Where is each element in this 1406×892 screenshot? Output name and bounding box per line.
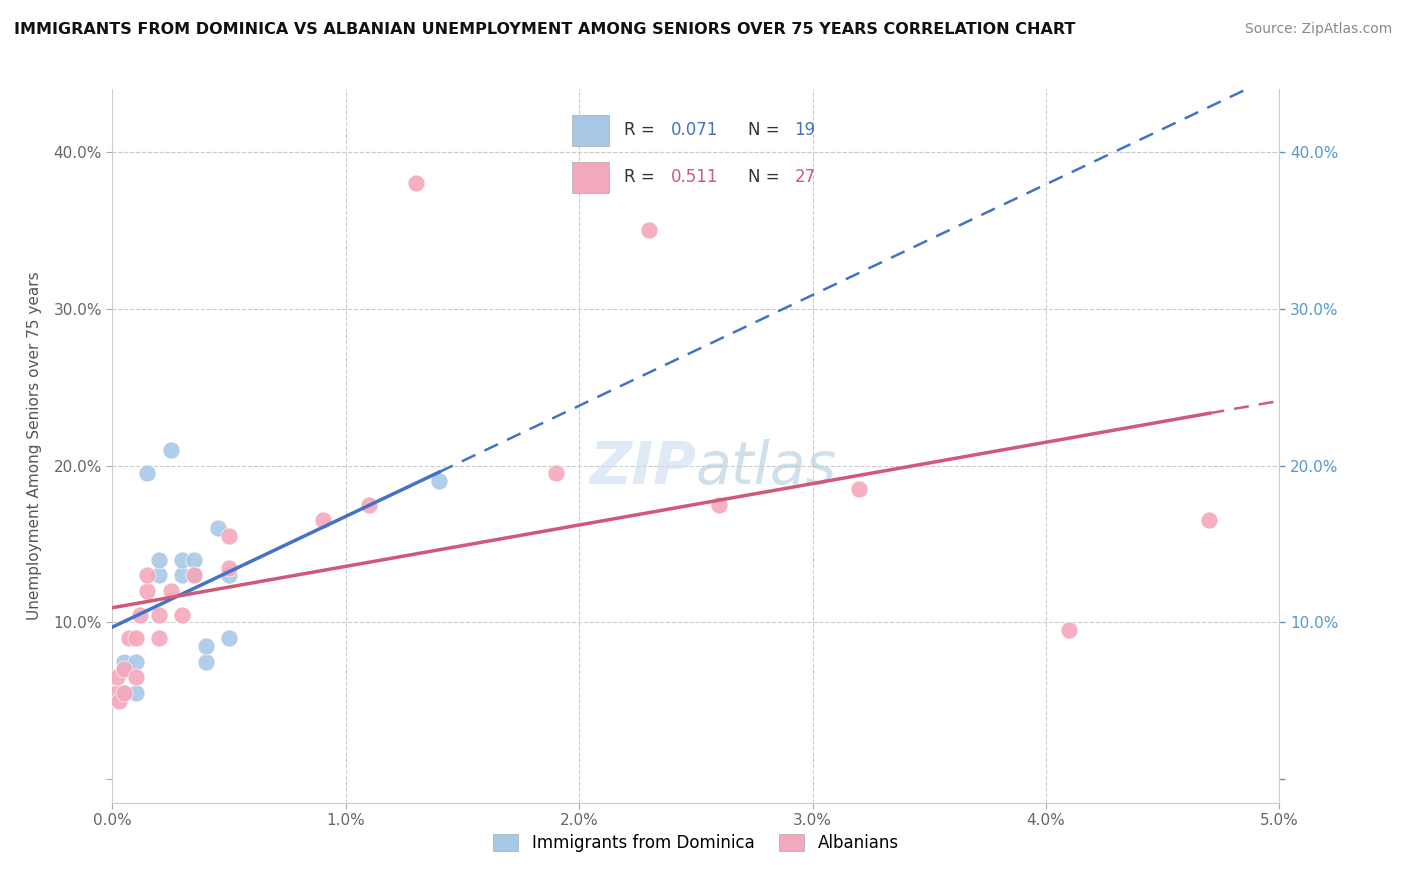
Point (194, 639, 217, 653)
Point (112, 686, 135, 700)
Text: R =: R = (624, 169, 655, 186)
Text: 0.071: 0.071 (671, 121, 718, 139)
Point (183, 568, 205, 582)
FancyBboxPatch shape (572, 162, 609, 193)
Point (311, 514, 333, 528)
Point (709, 498, 731, 512)
Point (136, 568, 159, 582)
Point (1059, 624, 1081, 638)
Point (148, 607, 170, 622)
Point (172, 568, 194, 582)
Point (136, 467, 159, 481)
Point (172, 552, 194, 566)
FancyBboxPatch shape (572, 115, 609, 145)
Text: N =: N = (748, 169, 779, 186)
Point (405, 176, 427, 190)
Point (112, 686, 135, 700)
Point (848, 482, 870, 496)
Text: Source: ZipAtlas.com: Source: ZipAtlas.com (1244, 22, 1392, 37)
Point (218, 560, 240, 574)
Legend: Immigrants from Dominica, Albanians: Immigrants from Dominica, Albanians (486, 827, 905, 859)
Point (148, 552, 170, 566)
Text: 19: 19 (794, 121, 815, 139)
Text: 27: 27 (794, 169, 815, 186)
Point (118, 631, 141, 645)
Point (359, 498, 381, 512)
Point (105, 686, 128, 700)
Point (160, 584, 183, 599)
Point (129, 607, 152, 622)
Point (183, 568, 205, 582)
Text: R =: R = (624, 121, 655, 139)
Point (125, 670, 148, 684)
Point (148, 631, 170, 645)
Point (136, 584, 159, 599)
Point (125, 631, 148, 645)
Text: ZIP: ZIP (589, 439, 696, 496)
Point (218, 568, 240, 582)
Point (112, 663, 135, 677)
Point (207, 521, 229, 535)
Point (148, 568, 170, 582)
Text: 0.511: 0.511 (671, 169, 718, 186)
Point (125, 686, 148, 700)
Point (218, 529, 240, 543)
Point (194, 655, 217, 669)
Point (638, 223, 661, 237)
Point (112, 655, 135, 669)
Point (427, 475, 450, 489)
Point (125, 655, 148, 669)
Point (172, 607, 194, 622)
Text: IMMIGRANTS FROM DOMINICA VS ALBANIAN UNEMPLOYMENT AMONG SENIORS OVER 75 YEARS CO: IMMIGRANTS FROM DOMINICA VS ALBANIAN UNE… (14, 22, 1076, 37)
Text: atlas: atlas (696, 439, 837, 496)
Text: N =: N = (748, 121, 779, 139)
Point (218, 631, 240, 645)
Point (108, 694, 131, 708)
Point (160, 442, 183, 457)
Point (112, 663, 135, 677)
Point (1198, 514, 1220, 528)
Point (183, 552, 205, 566)
Point (544, 467, 567, 481)
Point (105, 670, 128, 684)
Y-axis label: Unemployment Among Seniors over 75 years: Unemployment Among Seniors over 75 years (28, 272, 42, 620)
